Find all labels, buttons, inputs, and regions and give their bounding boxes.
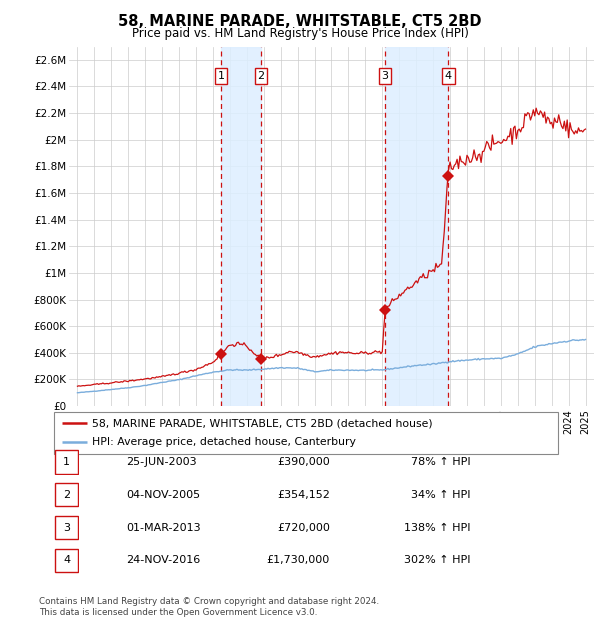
Text: Price paid vs. HM Land Registry's House Price Index (HPI): Price paid vs. HM Land Registry's House …	[131, 27, 469, 40]
Text: 3: 3	[63, 523, 70, 533]
Text: 2: 2	[63, 490, 70, 500]
Text: Contains HM Land Registry data © Crown copyright and database right 2024.
This d: Contains HM Land Registry data © Crown c…	[39, 598, 379, 617]
Text: 34% ↑ HPI: 34% ↑ HPI	[412, 490, 471, 500]
Text: 01-MAR-2013: 01-MAR-2013	[126, 523, 200, 533]
Text: 302% ↑ HPI: 302% ↑ HPI	[404, 556, 471, 565]
Text: £354,152: £354,152	[277, 490, 330, 500]
Text: 3: 3	[382, 71, 389, 81]
Text: 24-NOV-2016: 24-NOV-2016	[126, 556, 200, 565]
Text: 1: 1	[218, 71, 224, 81]
Text: £390,000: £390,000	[277, 457, 330, 467]
Text: HPI: Average price, detached house, Canterbury: HPI: Average price, detached house, Cant…	[92, 438, 356, 448]
Text: 2: 2	[257, 71, 265, 81]
Text: £1,730,000: £1,730,000	[267, 556, 330, 565]
Text: 4: 4	[63, 556, 70, 565]
Text: 4: 4	[445, 71, 452, 81]
Text: 25-JUN-2003: 25-JUN-2003	[126, 457, 197, 467]
Text: 138% ↑ HPI: 138% ↑ HPI	[404, 523, 471, 533]
Text: 58, MARINE PARADE, WHITSTABLE, CT5 2BD (detached house): 58, MARINE PARADE, WHITSTABLE, CT5 2BD (…	[92, 418, 433, 428]
Text: 04-NOV-2005: 04-NOV-2005	[126, 490, 200, 500]
Bar	[385, 46, 448, 406]
Bar	[221, 46, 261, 406]
Text: 58, MARINE PARADE, WHITSTABLE, CT5 2BD: 58, MARINE PARADE, WHITSTABLE, CT5 2BD	[118, 14, 482, 29]
Text: 1: 1	[63, 457, 70, 467]
Text: 78% ↑ HPI: 78% ↑ HPI	[412, 457, 471, 467]
Text: £720,000: £720,000	[277, 523, 330, 533]
